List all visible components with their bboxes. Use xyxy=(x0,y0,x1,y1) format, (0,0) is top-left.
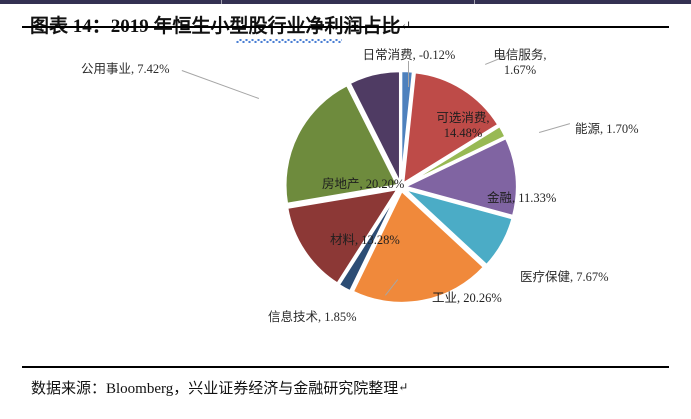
slice-label-telecom-line2: 1.67% xyxy=(503,63,537,77)
pie-slice xyxy=(351,189,486,305)
pie-slice xyxy=(285,187,400,286)
slice-label-industrials: 工业, 20.26% xyxy=(432,291,502,305)
slice-label-utilities: 公用事业, 7.42% xyxy=(81,62,170,76)
slice-label-financials: 金融, 11.33% xyxy=(487,191,557,205)
leader-line-energy xyxy=(539,123,571,133)
slice-label-daily-consumption: 日常消费, -0.12% xyxy=(362,48,456,62)
pie-slice xyxy=(403,124,507,187)
pie-plot-area xyxy=(284,69,519,305)
slice-label-energy: 能源, 1.70% xyxy=(575,122,639,136)
figure-title-block: 图表 14：2019 年恒生小型股行业净利润占比↵ xyxy=(0,11,691,39)
leader-line-utilities xyxy=(181,70,260,99)
pie-slice xyxy=(400,69,415,184)
spellcheck-squiggle-icon xyxy=(236,39,342,43)
page-top-rule xyxy=(0,0,691,4)
slice-label-healthcare: 医疗保健, 7.67% xyxy=(520,270,609,284)
pie-chart: 日常消费, -0.12% 电信服务, 1.67% 公用事业, 7.42% 可选消… xyxy=(0,44,691,362)
pie-slice xyxy=(401,136,519,218)
slice-label-real-estate: 房地产, 20.20% xyxy=(322,177,405,191)
slice-label-infotech: 信息技术, 1.85% xyxy=(268,310,357,324)
pie-slice xyxy=(337,189,401,293)
slice-label-telecom-line1: 电信服务, xyxy=(493,48,547,62)
slice-label-discretionary-line1: 可选消费, xyxy=(436,111,490,125)
leader-line-daily xyxy=(408,61,409,87)
pie-slice xyxy=(348,70,402,184)
pie-slice xyxy=(401,71,500,186)
slice-label-materials: 材料, 13.28% xyxy=(330,233,400,247)
pie-slice xyxy=(403,187,514,267)
pie-slice xyxy=(284,83,400,206)
data-source-text: 数据来源：Bloomberg，兴业证券经济与金融研究院整理 xyxy=(31,381,399,397)
title-underline xyxy=(22,26,669,28)
paragraph-mark-icon-footer: ↵ xyxy=(398,380,409,394)
footer-rule xyxy=(22,366,669,368)
slice-label-discretionary-line2: 14.48% xyxy=(443,126,483,140)
pie-slices-group xyxy=(284,69,519,305)
paragraph-mark-icon: ↵ xyxy=(401,18,412,33)
data-source-note: 数据来源：Bloomberg，兴业证券经济与金融研究院整理↵ xyxy=(31,377,408,398)
page-title: 图表 14：2019 年恒生小型股行业净利润占比↵ xyxy=(30,11,411,38)
